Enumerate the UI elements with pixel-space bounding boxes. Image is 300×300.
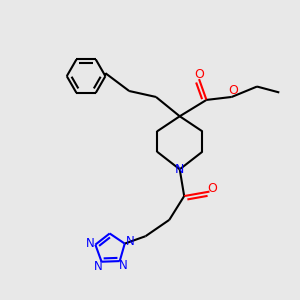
Text: O: O <box>228 84 238 97</box>
Text: O: O <box>208 182 218 195</box>
Text: N: N <box>125 235 134 248</box>
Text: N: N <box>86 237 94 250</box>
Text: N: N <box>118 259 127 272</box>
Text: N: N <box>94 260 103 273</box>
Text: O: O <box>194 68 204 81</box>
Text: N: N <box>175 163 184 176</box>
